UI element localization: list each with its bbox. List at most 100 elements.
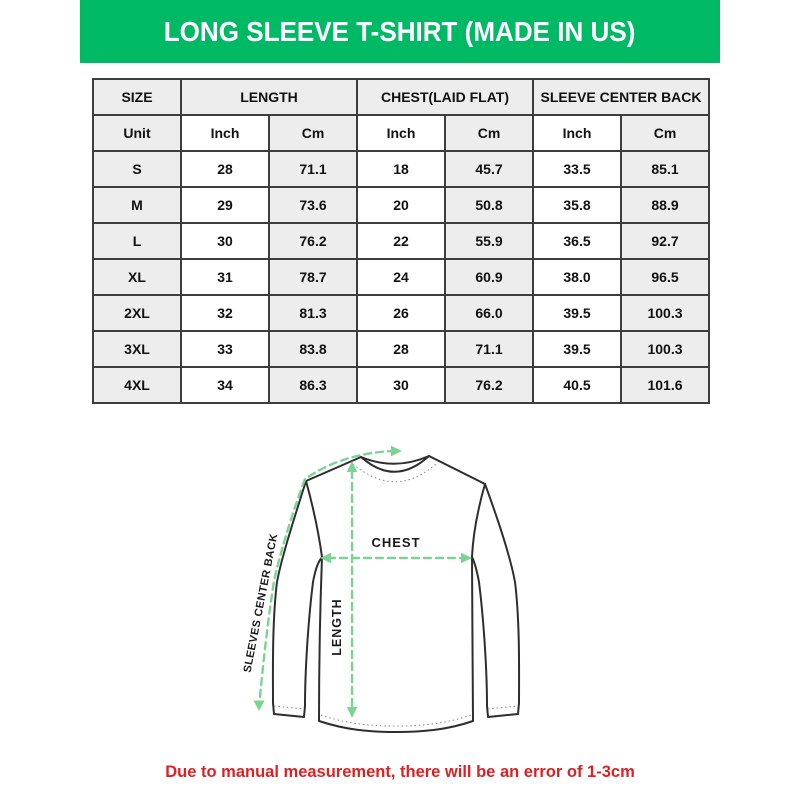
left-armhole-seam [305, 480, 323, 558]
group-header-row: SIZE LENGTH CHEST(LAID FLAT) SLEEVE CENT… [92, 78, 710, 116]
left-shoulder-line [305, 456, 362, 482]
chest-arrow-left-head [320, 552, 331, 564]
right-cuff-stitch-line [487, 705, 519, 710]
col-header-size: SIZE [92, 78, 182, 116]
collar-bottom-line [360, 455, 430, 473]
measurement-cell: 83.8 [268, 330, 358, 368]
measurement-cell: 96.5 [620, 258, 710, 296]
unit-cell: Cm [268, 114, 358, 152]
measurement-cell: 40.5 [532, 366, 622, 404]
unit-cell: Unit [92, 114, 182, 152]
measurement-cell: 88.9 [620, 186, 710, 224]
measurement-cell: 18 [356, 150, 446, 188]
table-row: XL 31 78.7 24 60.9 38.0 96.5 [92, 258, 710, 296]
measurement-cell: 86.3 [268, 366, 358, 404]
measurement-cell: 71.1 [268, 150, 358, 188]
measurement-error-note: Due to manual measurement, there will be… [165, 763, 635, 781]
measurement-cell: 39.5 [532, 330, 622, 368]
length-arrow-up-head [346, 461, 358, 472]
measurement-cell: 39.5 [532, 294, 622, 332]
size-chart-table: SIZE LENGTH CHEST(LAID FLAT) SLEEVE CENT… [92, 78, 710, 404]
measurement-cell: 101.6 [620, 366, 710, 404]
measurement-cell: 30 [356, 366, 446, 404]
unit-cell: Inch [532, 114, 622, 152]
sleeve-arrow-line [258, 449, 397, 699]
length-arrow-down-head [346, 707, 358, 718]
measurement-cell: 36.5 [532, 222, 622, 260]
table-row: 3XL 33 83.8 28 71.1 39.5 100.3 [92, 330, 710, 368]
measurement-cell: 81.3 [268, 294, 358, 332]
measurement-cell: 60.9 [444, 258, 534, 296]
collar-top-line [360, 455, 430, 465]
chest-arrow-right-head [461, 552, 472, 564]
measurement-cell: 28 [356, 330, 446, 368]
table-row: 2XL 32 81.3 26 66.0 39.5 100.3 [92, 294, 710, 332]
sleeve-arrow-right-head [391, 445, 402, 457]
measurement-cell: 50.8 [444, 186, 534, 224]
measurement-cell: 35.8 [532, 186, 622, 224]
measurement-cell: 29 [180, 186, 270, 224]
shirt-outline [271, 455, 521, 733]
hem-stitch-line [320, 714, 472, 727]
size-label-cell: M [92, 186, 182, 224]
measurement-cell: 38.0 [532, 258, 622, 296]
measurement-cell: 78.7 [268, 258, 358, 296]
right-shoulder-line [428, 455, 486, 485]
shirt-measurement-diagram: CHEST LENGTH SLEEVES CENTER BACK [242, 445, 521, 733]
body-outline [318, 556, 474, 733]
measurement-cell: 71.1 [444, 330, 534, 368]
collar-stitch-line [352, 462, 438, 483]
size-table-body: S 28 71.1 18 45.7 33.5 85.1 M 29 73.6 20 50.8 35.8 88… [92, 150, 710, 404]
measurement-cell: 34 [180, 366, 270, 404]
size-label-cell: L [92, 222, 182, 260]
unit-cell: Inch [180, 114, 270, 152]
measurement-cell: 31 [180, 258, 270, 296]
length-label: LENGTH [330, 598, 344, 655]
unit-cell: Cm [444, 114, 534, 152]
measurement-cell: 28 [180, 150, 270, 188]
right-armhole-seam [471, 483, 486, 558]
measurement-cell: 32 [180, 294, 270, 332]
left-sleeve-outline [271, 480, 323, 718]
table-row: L 30 76.2 22 55.9 36.5 92.7 [92, 222, 710, 260]
measurement-cell: 55.9 [444, 222, 534, 260]
size-label-cell: XL [92, 258, 182, 296]
col-header-length: LENGTH [180, 78, 358, 116]
table-row: S 28 71.1 18 45.7 33.5 85.1 [92, 150, 710, 188]
measurement-cell: 33.5 [532, 150, 622, 188]
unit-cell: Inch [356, 114, 446, 152]
left-cuff-stitch-line [273, 705, 305, 710]
measurement-cell: 100.3 [620, 294, 710, 332]
measurement-cell: 45.7 [444, 150, 534, 188]
measurement-cell: 26 [356, 294, 446, 332]
measurement-arrows [253, 445, 472, 718]
measurement-cell: 76.2 [444, 366, 534, 404]
page-title: LONG SLEEVE T-SHIRT (MADE IN US) [164, 15, 636, 47]
measurement-cell: 100.3 [620, 330, 710, 368]
table-row: M 29 73.6 20 50.8 35.8 88.9 [92, 186, 710, 224]
size-label-cell: S [92, 150, 182, 188]
measurement-cell: 20 [356, 186, 446, 224]
measurement-cell: 24 [356, 258, 446, 296]
measurement-cell: 30 [180, 222, 270, 260]
col-header-chest: CHEST(LAID FLAT) [356, 78, 534, 116]
measurement-cell: 92.7 [620, 222, 710, 260]
unit-header-row: Unit Inch Cm Inch Cm Inch Cm [92, 114, 710, 152]
col-header-sleeve: SLEEVE CENTER BACK [532, 78, 710, 116]
size-label-cell: 4XL [92, 366, 182, 404]
sleeve-arrow-down-head [253, 700, 265, 711]
measurement-cell: 33 [180, 330, 270, 368]
size-label-cell: 2XL [92, 294, 182, 332]
right-sleeve-outline [471, 483, 521, 718]
measurement-cell: 85.1 [620, 150, 710, 188]
chest-label: CHEST [371, 535, 420, 550]
measurement-cell: 73.6 [268, 186, 358, 224]
measurement-cell: 66.0 [444, 294, 534, 332]
table-row: 4XL 34 86.3 30 76.2 40.5 101.6 [92, 366, 710, 404]
size-label-cell: 3XL [92, 330, 182, 368]
unit-cell: Cm [620, 114, 710, 152]
title-banner: LONG SLEEVE T-SHIRT (MADE IN US) [80, 0, 720, 63]
measurement-cell: 76.2 [268, 222, 358, 260]
measurement-cell: 22 [356, 222, 446, 260]
